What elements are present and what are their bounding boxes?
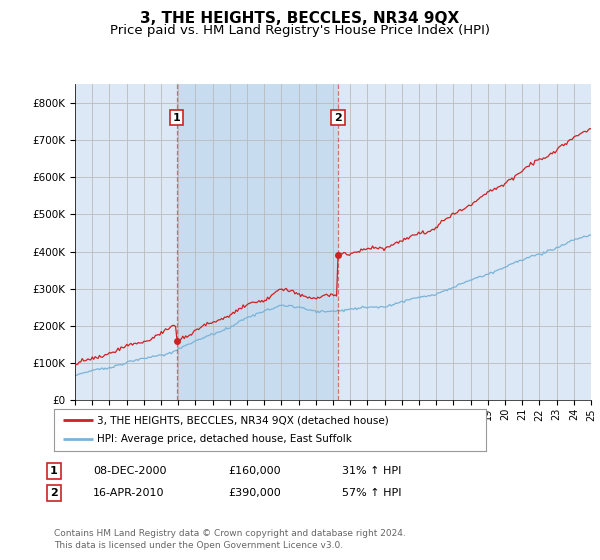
Text: 57% ↑ HPI: 57% ↑ HPI: [342, 488, 401, 498]
Text: 3, THE HEIGHTS, BECCLES, NR34 9QX: 3, THE HEIGHTS, BECCLES, NR34 9QX: [140, 11, 460, 26]
Text: HPI: Average price, detached house, East Suffolk: HPI: Average price, detached house, East…: [97, 435, 352, 445]
Text: 16-APR-2010: 16-APR-2010: [93, 488, 164, 498]
Text: Contains HM Land Registry data © Crown copyright and database right 2024.
This d: Contains HM Land Registry data © Crown c…: [54, 529, 406, 550]
Text: 08-DEC-2000: 08-DEC-2000: [93, 466, 167, 476]
Text: £390,000: £390,000: [228, 488, 281, 498]
Bar: [177, 84, 338, 400]
Text: 31% ↑ HPI: 31% ↑ HPI: [342, 466, 401, 476]
Text: 1: 1: [173, 113, 181, 123]
Text: £160,000: £160,000: [228, 466, 281, 476]
Text: Price paid vs. HM Land Registry's House Price Index (HPI): Price paid vs. HM Land Registry's House …: [110, 24, 490, 36]
Text: 3, THE HEIGHTS, BECCLES, NR34 9QX (detached house): 3, THE HEIGHTS, BECCLES, NR34 9QX (detac…: [97, 415, 389, 425]
Text: 1: 1: [50, 466, 58, 476]
Text: 2: 2: [334, 113, 342, 123]
Text: 2: 2: [50, 488, 58, 498]
